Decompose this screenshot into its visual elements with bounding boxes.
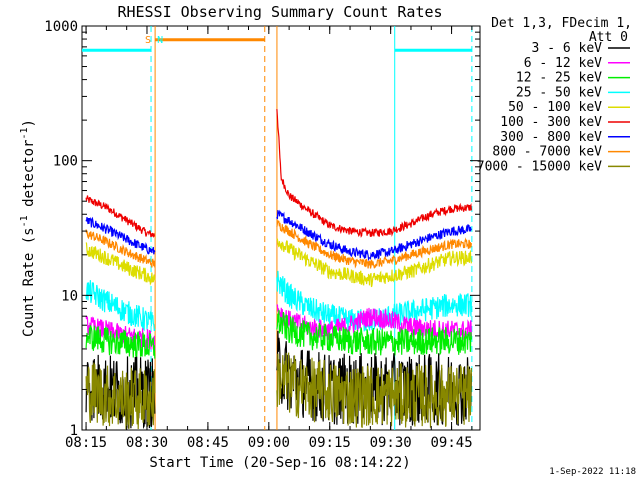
legend-label-1: 6 - 12 keV: [524, 56, 602, 71]
series-line-12-25-kev-seg1: [276, 309, 472, 356]
legend-label-4: 50 - 100 keV: [508, 100, 602, 115]
flag-label-n: N: [157, 35, 163, 46]
legend-label-0: 3 - 6 keV: [532, 41, 603, 56]
series-line-300-800-kev-seg1: [276, 209, 472, 262]
series-line-7000-15000-kev-seg1: [276, 352, 472, 428]
y-axis-label-main: Count Rate (s: [21, 227, 37, 337]
x-axis-label: Start Time (20-Sep-16 08:14:22): [149, 455, 410, 471]
series-line-100-300-kev-seg1: [276, 109, 472, 238]
y-axis: 1 10 100 1000: [44, 19, 480, 439]
x-tick-label-0: 08:15: [65, 435, 107, 451]
chart-title: RHESSI Observing Summary Count Rates: [117, 3, 442, 21]
legend-header-line1: Det 1,3, FDecim 1,: [491, 16, 632, 31]
flag-label-s: S: [145, 35, 151, 46]
y-tick-label-2: 100: [53, 154, 78, 170]
footer-timestamp: 1-Sep-2022 11:18: [549, 467, 636, 477]
y-axis-label-sup2: -1: [19, 127, 30, 139]
legend-label-6: 300 - 800 keV: [500, 130, 602, 145]
x-tick-label-6: 09:45: [430, 435, 472, 451]
x-tick-label-1: 08:30: [126, 435, 168, 451]
legend-label-2: 12 - 25 keV: [516, 71, 602, 86]
x-tick-label-2: 08:45: [187, 435, 229, 451]
y-axis-label-mid: detector: [21, 140, 37, 216]
legend-label-5: 100 - 300 keV: [500, 115, 602, 130]
x-tick-label-4: 09:15: [309, 435, 351, 451]
y-axis-label: Count Rate (s-1 detector-1): [19, 119, 37, 337]
y-tick-label-1: 10: [61, 288, 78, 304]
legend-header-line2: Att 0: [589, 30, 628, 45]
x-tick-label-3: 09:00: [248, 435, 290, 451]
series-line-100-300-kev-seg0: [85, 195, 155, 239]
series-line-300-800-kev-seg0: [85, 216, 156, 255]
legend-label-8: 7000 - 15000 keV: [477, 159, 602, 174]
series-line-7000-15000-kev-seg0: [85, 362, 156, 430]
legend-label-7: 800 - 7000 keV: [492, 145, 602, 160]
series-layer: [85, 109, 472, 430]
series-line-800-7000-kev-seg0: [85, 229, 156, 268]
x-tick-label-5: 09:30: [370, 435, 412, 451]
series-line-800-7000-kev-seg1: [276, 220, 472, 269]
y-axis-label-end: ): [21, 119, 37, 127]
series-line-12-25-kev-seg0: [85, 323, 156, 360]
series-line-50-100-kev-seg1: [276, 238, 472, 288]
series-line-3-6-kev-seg1: [276, 330, 472, 426]
legend-label-3: 25 - 50 keV: [516, 85, 602, 100]
plot-frame: [81, 25, 481, 431]
y-tick-label-0: 1: [70, 423, 78, 439]
y-axis-label-sup1: -1: [19, 215, 30, 227]
series-line-50-100-kev-seg0: [85, 242, 156, 286]
series-line-25-50-kev-seg0: [85, 280, 156, 332]
y-tick-label-3: 1000: [44, 19, 78, 35]
x-axis: 08:15 08:30 08:45 09:00 09:15 09:30 09:45: [65, 26, 473, 451]
